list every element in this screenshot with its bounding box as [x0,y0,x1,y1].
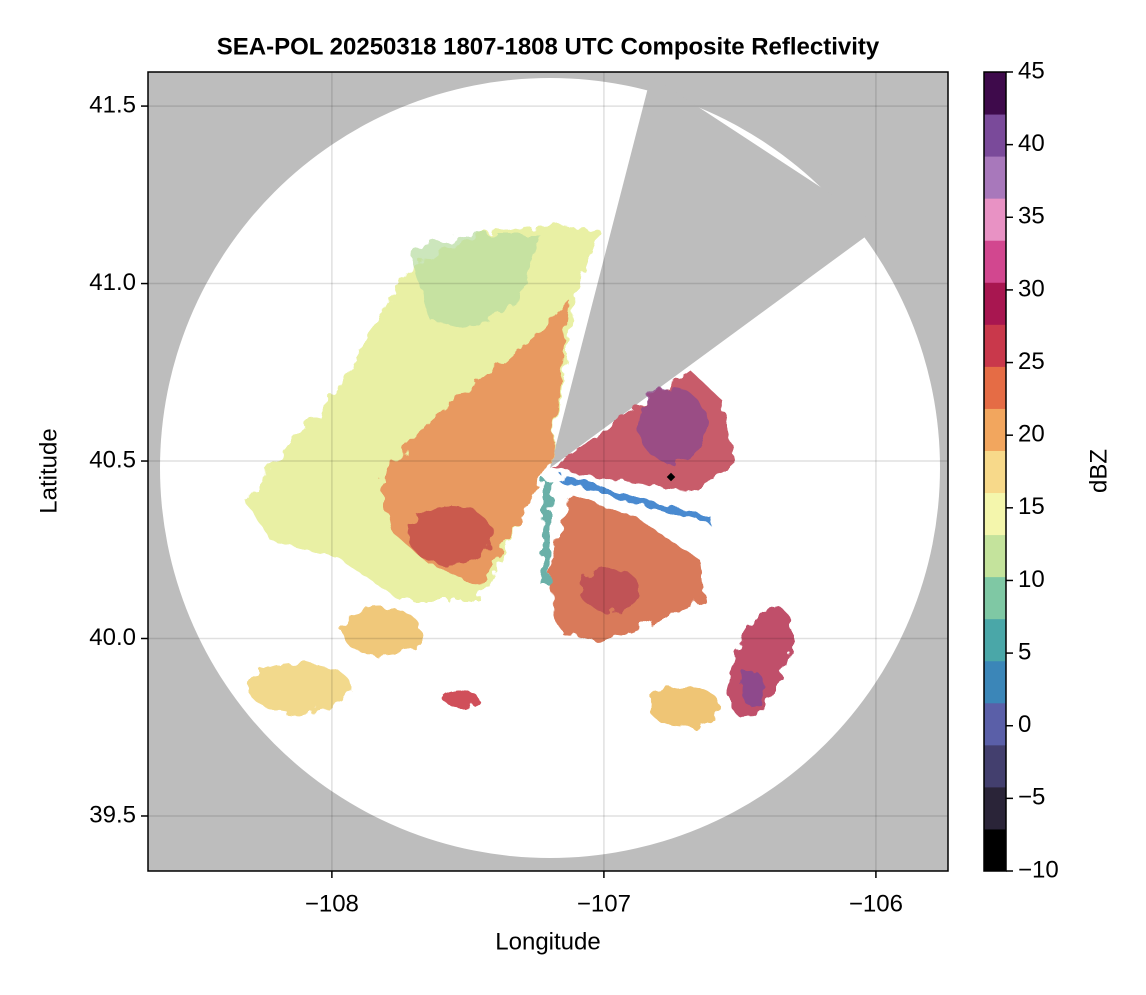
colorbar-band [984,156,1006,199]
y-tick-label: 40.5 [89,446,136,473]
blocked-sector [550,76,880,468]
echo [740,670,764,706]
colorbar-tick-label: 0 [1018,711,1031,738]
y-tick-label: 41.0 [89,269,136,296]
colorbar-tick-label: 15 [1018,493,1045,520]
colorbar-band [984,660,1006,704]
radar-site [666,472,676,482]
echo [408,505,492,565]
colorbar-band [984,492,1006,536]
colorbar-band [984,282,1006,325]
colorbar-tick-label: 45 [1018,57,1045,84]
grid [148,72,948,871]
colorbar-band [984,408,1006,451]
colorbar-label: dBZ [1085,449,1112,493]
colorbar-band [984,450,1006,494]
colorbar-tick-label: 25 [1018,348,1045,375]
colorbar-band [984,366,1006,409]
colorbar-band [984,702,1006,746]
echo [342,608,422,656]
echo [248,663,352,713]
colorbar-band [984,828,1006,872]
chart-title: SEA-POL 20250318 1807-1808 UTC Composite… [217,33,880,60]
colorbar-tick-label: 5 [1018,638,1031,665]
echo [442,690,478,706]
colorbar-tick-label: −10 [1018,856,1059,883]
echo [410,235,540,330]
colorbar-band [984,576,1006,620]
y-tick-label: 41.5 [89,91,136,118]
colorbar-band [984,114,1006,157]
colorbar-tick-label: 35 [1018,203,1045,230]
x-tick-label: −108 [305,890,359,917]
echo [638,387,706,463]
x-axis-label: Longitude [495,928,600,955]
colorbar-band [984,744,1006,788]
plot-frame [147,71,949,872]
plot-area [148,72,948,871]
colorbar-tick-label: −5 [1018,784,1045,811]
colorbar-tick-label: 10 [1018,566,1045,593]
colorbar-band [984,618,1006,662]
reflectivity-field [245,225,792,727]
x-tick-label: −106 [849,890,903,917]
echo [649,687,721,727]
colorbar-band [984,534,1006,578]
y-tick-label: 39.5 [89,801,136,828]
echo [541,479,552,586]
x-tick-label: −107 [577,890,631,917]
colorbar-tick-label: 20 [1018,421,1045,448]
colorbar-tick-label: 40 [1018,130,1045,157]
colorbar-band [984,198,1006,241]
colorbar-tick-label: 30 [1018,275,1045,302]
colorbar-frame [983,71,1007,872]
echo [559,474,713,526]
y-tick-label: 40.0 [89,624,136,651]
y-axis-label: Latitude [35,428,62,513]
colorbar-band [984,72,1006,115]
echo [548,492,705,642]
colorbar-band [984,240,1006,283]
colorbar-band [984,324,1006,367]
colorbar-band [984,786,1006,830]
echo [580,568,640,612]
